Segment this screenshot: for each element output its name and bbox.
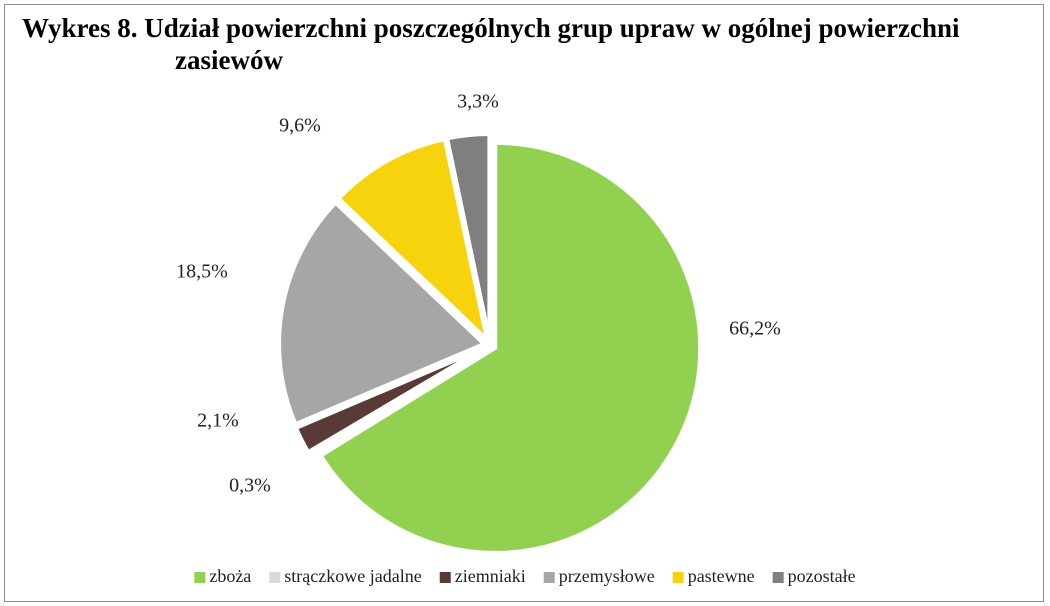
legend-label: pozostałe xyxy=(788,566,856,586)
pie-slice xyxy=(318,140,703,555)
data-label: 66,2% xyxy=(729,318,781,340)
pie-slice xyxy=(293,345,486,455)
legend-marker xyxy=(194,572,206,583)
legend-marker xyxy=(672,572,684,583)
legend-marker xyxy=(269,572,281,583)
pie-slice xyxy=(277,199,488,427)
legend-label: strączkowe jadalne xyxy=(284,566,421,586)
data-label: 9,6% xyxy=(279,115,321,137)
pie-slice xyxy=(444,132,492,340)
legend-marker xyxy=(772,572,784,583)
chart-frame xyxy=(4,4,1044,602)
legend-marker xyxy=(543,572,555,583)
legend-marker xyxy=(439,572,451,583)
data-label: 18,5% xyxy=(176,261,228,283)
chart-title: Wykres 8. Udział powierzchni poszczególn… xyxy=(22,13,960,75)
legend-label: przemysłowe xyxy=(559,566,655,586)
legend-label: ziemniaki xyxy=(455,566,526,586)
data-label: 3,3% xyxy=(457,91,499,113)
data-label: 0,3% xyxy=(229,475,271,497)
data-label: 2,1% xyxy=(197,410,239,432)
legend-label: pastewne xyxy=(688,566,755,586)
legend-label: zboża xyxy=(209,566,251,586)
pie-slice xyxy=(335,136,491,346)
